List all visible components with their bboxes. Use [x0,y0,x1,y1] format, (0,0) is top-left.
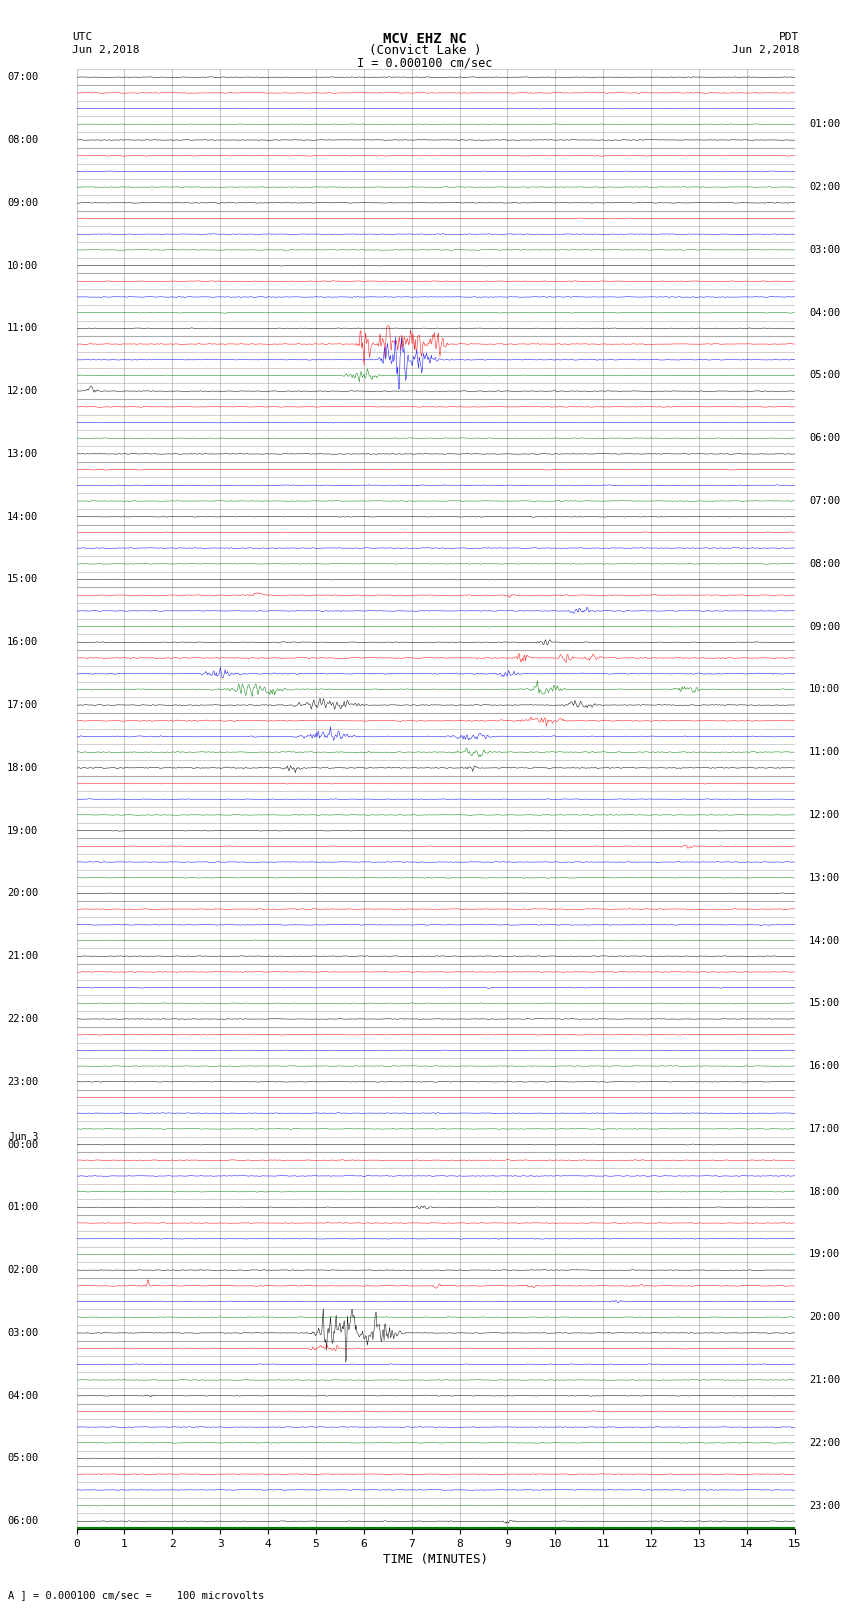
Text: 07:00: 07:00 [809,497,841,506]
Text: 08:00: 08:00 [7,135,38,145]
Text: 09:00: 09:00 [809,621,841,632]
Text: 03:00: 03:00 [809,245,841,255]
Text: 14:00: 14:00 [809,936,841,945]
Text: 04:00: 04:00 [809,308,841,318]
Text: 00:00: 00:00 [7,1139,38,1150]
Text: 07:00: 07:00 [7,73,38,82]
Text: 05:00: 05:00 [809,371,841,381]
Text: 06:00: 06:00 [7,1516,38,1526]
Text: 16:00: 16:00 [7,637,38,647]
Text: 13:00: 13:00 [7,448,38,460]
Text: 23:00: 23:00 [809,1500,841,1511]
Text: MCV EHZ NC: MCV EHZ NC [383,32,467,47]
Text: A ] = 0.000100 cm/sec =    100 microvolts: A ] = 0.000100 cm/sec = 100 microvolts [8,1590,264,1600]
Text: 01:00: 01:00 [7,1202,38,1213]
Text: Jun 2,2018: Jun 2,2018 [732,45,799,55]
Text: 10:00: 10:00 [809,684,841,694]
Text: 11:00: 11:00 [7,323,38,334]
Text: PDT: PDT [779,32,799,42]
Text: UTC: UTC [72,32,93,42]
Text: 19:00: 19:00 [7,826,38,836]
Text: 14:00: 14:00 [7,511,38,521]
Text: 01:00: 01:00 [809,119,841,129]
Text: 21:00: 21:00 [7,952,38,961]
Text: 20:00: 20:00 [809,1313,841,1323]
Text: Jun 3: Jun 3 [8,1132,38,1142]
Text: 12:00: 12:00 [809,810,841,819]
Text: 04:00: 04:00 [7,1390,38,1400]
Text: 23:00: 23:00 [7,1077,38,1087]
Text: 13:00: 13:00 [809,873,841,882]
Text: 17:00: 17:00 [809,1124,841,1134]
Text: 15:00: 15:00 [809,998,841,1008]
Text: 18:00: 18:00 [809,1187,841,1197]
X-axis label: TIME (MINUTES): TIME (MINUTES) [383,1553,488,1566]
Text: 16:00: 16:00 [809,1061,841,1071]
Text: 03:00: 03:00 [7,1327,38,1337]
Text: Jun 2,2018: Jun 2,2018 [72,45,139,55]
Text: 12:00: 12:00 [7,386,38,397]
Text: 18:00: 18:00 [7,763,38,773]
Text: 11:00: 11:00 [809,747,841,756]
Text: I = 0.000100 cm/sec: I = 0.000100 cm/sec [357,56,493,69]
Text: 22:00: 22:00 [7,1015,38,1024]
Text: 05:00: 05:00 [7,1453,38,1463]
Text: 02:00: 02:00 [7,1265,38,1276]
Text: 22:00: 22:00 [809,1437,841,1448]
Text: 02:00: 02:00 [809,182,841,192]
Text: 17:00: 17:00 [7,700,38,710]
Text: 10:00: 10:00 [7,261,38,271]
Text: 20:00: 20:00 [7,889,38,898]
Text: 08:00: 08:00 [809,558,841,569]
Text: 19:00: 19:00 [809,1250,841,1260]
Text: 09:00: 09:00 [7,198,38,208]
Text: 15:00: 15:00 [7,574,38,584]
Text: (Convict Lake ): (Convict Lake ) [369,44,481,56]
Text: 21:00: 21:00 [809,1374,841,1386]
Text: 06:00: 06:00 [809,434,841,444]
